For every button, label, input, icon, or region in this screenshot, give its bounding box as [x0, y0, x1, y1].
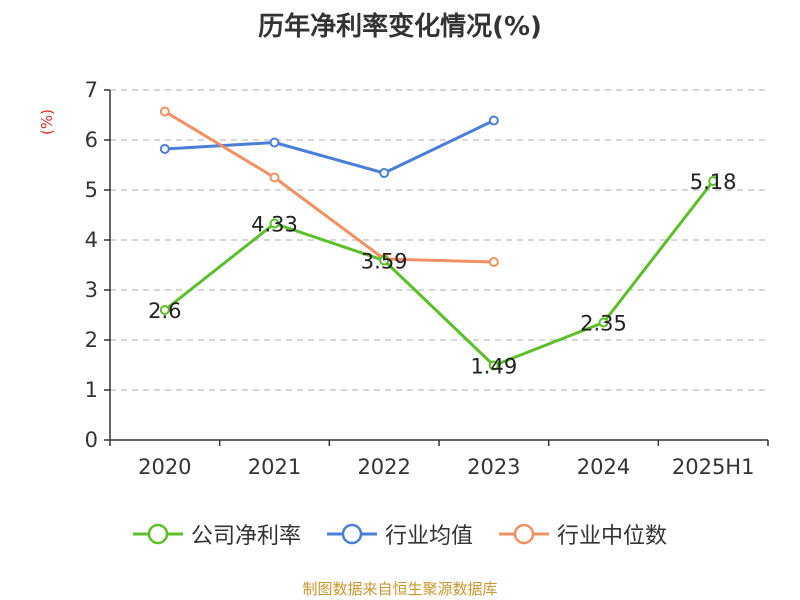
data-point	[269, 218, 280, 229]
data-label: 3.59	[361, 250, 408, 274]
data-point	[708, 176, 719, 186]
x-tick-label: 2022	[357, 455, 410, 479]
x-tick-label: 2021	[248, 455, 301, 479]
chart-title: 历年净利率变化情况(%)	[258, 12, 542, 42]
x-tick-label: 2025H1	[672, 455, 755, 479]
data-point	[269, 172, 280, 183]
y-tick-label: 0	[85, 428, 98, 452]
data-label: 1.49	[470, 355, 517, 379]
data-point	[159, 106, 170, 117]
y-tick-label: 3	[85, 278, 98, 302]
y-tick-label: 7	[85, 78, 98, 102]
data-point	[488, 115, 499, 126]
legend-item[interactable]: 行业均值	[326, 518, 473, 550]
data-point	[488, 360, 499, 371]
y-tick-label: 6	[85, 128, 98, 152]
data-label: 2.35	[580, 312, 627, 336]
axes: 0 1 2 3 4 5 6 7 2020 2021 2022 2023 2024 2025H1	[85, 78, 769, 479]
legend-marker-icon	[132, 523, 183, 545]
data-point	[269, 137, 280, 148]
legend-item[interactable]: 行业中位数	[499, 518, 667, 550]
legend-marker-icon	[326, 523, 377, 545]
y-tick-label: 2	[85, 328, 98, 352]
series-line	[164, 110, 494, 264]
y-tick-label: 5	[85, 178, 98, 202]
series-line	[163, 180, 715, 367]
data-point	[488, 257, 499, 267]
data-label: 5.18	[690, 170, 737, 194]
legend-marker-icon	[499, 523, 549, 545]
y-tick-label: 1	[85, 378, 98, 402]
data-label: 4.33	[251, 213, 298, 237]
source-note: 制图数据来自恒生聚源数据库	[302, 580, 498, 598]
legend-item[interactable]: 公司净利率	[132, 518, 301, 550]
series-line	[164, 119, 495, 175]
data-point	[379, 168, 390, 178]
legend: 公司净利率 行业均值 行业中位数	[0, 518, 800, 550]
series-lines	[159, 106, 719, 371]
data-point	[159, 144, 170, 154]
data-point	[159, 305, 170, 315]
x-tick-label: 2024	[577, 455, 630, 479]
data-point	[598, 317, 609, 328]
legend-label: 公司净利率	[190, 524, 301, 549]
data-point	[379, 255, 390, 266]
x-tick-label: 2023	[467, 455, 520, 479]
legend-label: 行业均值	[384, 524, 473, 549]
data-labels: 2.6 4.33 3.59 1.49 2.35 5.18	[148, 170, 736, 379]
legend-label: 行业中位数	[557, 524, 668, 549]
x-tick-label: 2020	[138, 455, 191, 479]
data-label: 2.6	[148, 299, 181, 323]
y-tick-label: 4	[85, 228, 98, 252]
